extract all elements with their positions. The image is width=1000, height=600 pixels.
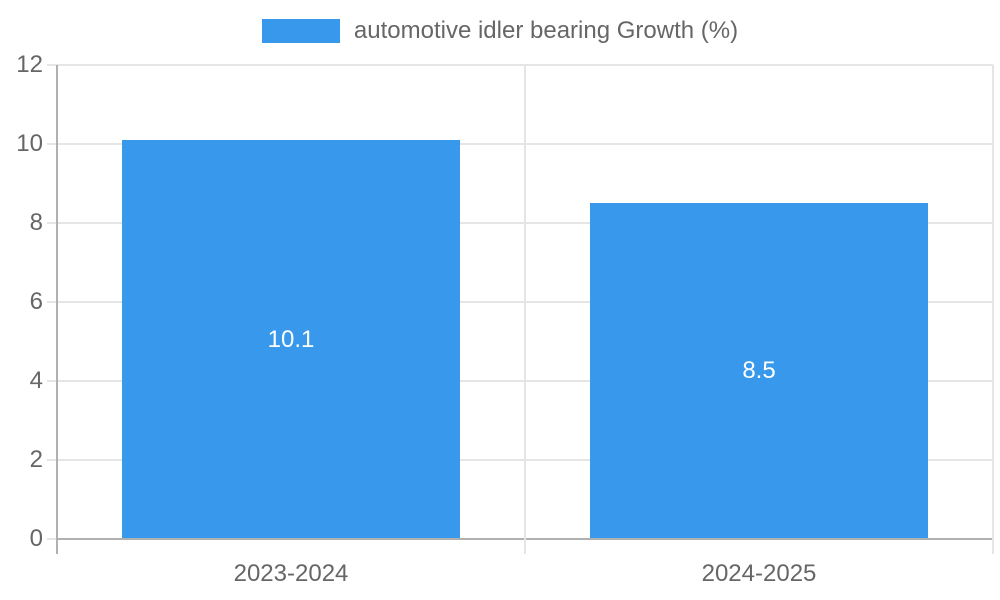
bar xyxy=(590,203,928,538)
x-tick-label: 2024-2025 xyxy=(701,560,817,587)
y-tick-mark xyxy=(47,459,57,461)
y-tick-mark xyxy=(47,64,57,66)
legend-swatch xyxy=(261,19,340,43)
legend-label: automotive idler bearing Growth (%) xyxy=(353,17,739,44)
y-tick-label: 12 xyxy=(16,51,43,78)
y-tick-label: 0 xyxy=(29,525,43,552)
y-tick-label: 4 xyxy=(29,367,43,394)
y-axis-line xyxy=(56,65,58,554)
y-tick-mark xyxy=(47,301,57,303)
y-tick-label: 8 xyxy=(29,209,43,236)
y-tick-label: 10 xyxy=(16,130,43,157)
category-divider xyxy=(524,65,526,554)
y-tick-mark xyxy=(47,143,57,145)
bar-value-label: 10.1 xyxy=(267,325,315,353)
y-tick-label: 6 xyxy=(29,288,43,315)
y-tick-mark xyxy=(47,538,57,540)
y-tick-label: 2 xyxy=(29,446,43,473)
legend: automotive idler bearing Growth (%) xyxy=(0,16,1000,46)
y-tick-mark xyxy=(47,380,57,382)
y-tick-mark xyxy=(47,222,57,224)
plot-right-border xyxy=(992,65,994,554)
bar-value-label: 8.5 xyxy=(742,357,776,385)
x-tick-label: 2023-2024 xyxy=(233,560,349,587)
bar xyxy=(122,140,460,538)
